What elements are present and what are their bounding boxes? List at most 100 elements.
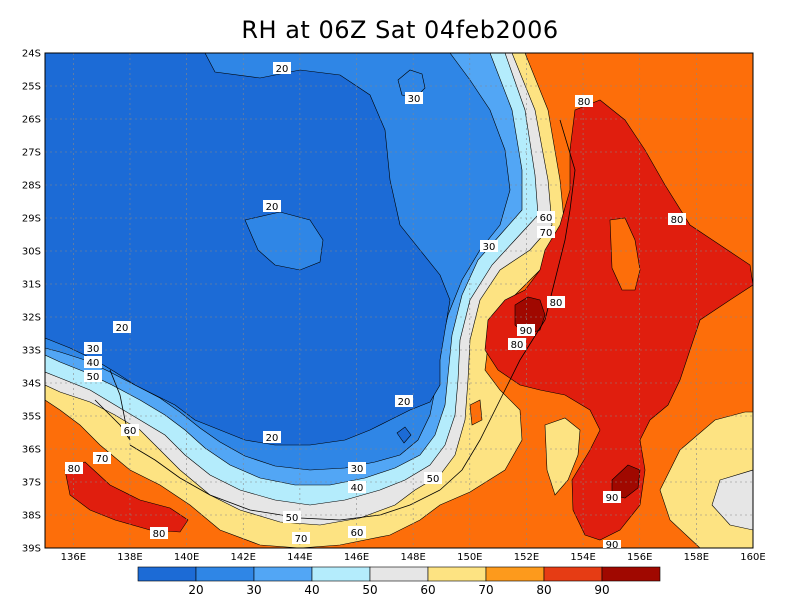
contour-label: 50 bbox=[424, 472, 442, 485]
lon-tick-label: 152E bbox=[514, 552, 539, 563]
rh-fill-80-sw bbox=[64, 461, 189, 533]
svg-text:90: 90 bbox=[606, 540, 619, 551]
colorbar-label: 80 bbox=[536, 583, 551, 597]
rh-fill-20-dot bbox=[396, 426, 412, 444]
lat-tick-label: 34S bbox=[22, 379, 41, 390]
coastline-east bbox=[439, 119, 576, 491]
lat-tick-label: 38S bbox=[22, 511, 41, 522]
svg-text:90: 90 bbox=[606, 493, 619, 504]
lon-tick-label: 144E bbox=[287, 552, 312, 563]
svg-text:20: 20 bbox=[276, 64, 289, 75]
colorbar-label: 20 bbox=[188, 583, 203, 597]
svg-text:20: 20 bbox=[398, 397, 411, 408]
colorbar-label: 70 bbox=[478, 583, 493, 597]
contour-label: 70 bbox=[93, 452, 111, 465]
lat-tick-label: 27S bbox=[22, 148, 41, 159]
svg-text:20: 20 bbox=[116, 323, 129, 334]
contour-label: 60 bbox=[537, 211, 555, 224]
lon-tick-label: 156E bbox=[627, 552, 652, 563]
colorbar-swatch bbox=[195, 566, 255, 582]
lat-tick-label: 37S bbox=[22, 478, 41, 489]
lat-tick-label: 30S bbox=[22, 247, 41, 258]
svg-text:30: 30 bbox=[408, 94, 421, 105]
contour-label: 20 bbox=[263, 200, 281, 213]
grid-layer bbox=[45, 53, 753, 548]
colorbar-label: 90 bbox=[594, 583, 609, 597]
colorbar-swatch bbox=[427, 566, 487, 582]
svg-text:80: 80 bbox=[511, 340, 524, 351]
contour-label: 70 bbox=[537, 226, 555, 239]
contour-label: 50 bbox=[283, 511, 301, 524]
contour-label: 90 bbox=[603, 540, 621, 551]
lon-tick-label: 146E bbox=[344, 552, 369, 563]
rh-fill-75-island bbox=[469, 399, 483, 426]
svg-text:20: 20 bbox=[266, 433, 279, 444]
lat-tick-label: 28S bbox=[22, 181, 41, 192]
colorbar-label: 60 bbox=[420, 583, 435, 597]
svg-text:70: 70 bbox=[96, 454, 109, 465]
contour-label: 60 bbox=[348, 526, 366, 539]
contour-label: 70 bbox=[292, 532, 310, 545]
svg-text:40: 40 bbox=[87, 358, 100, 369]
lon-tick-label: 138E bbox=[117, 552, 142, 563]
contour-label: 20 bbox=[263, 431, 281, 444]
colorbar-swatch bbox=[253, 566, 313, 582]
plot-frame bbox=[44, 52, 754, 549]
contour-label: 30 bbox=[84, 342, 102, 355]
lat-tick-label: 25S bbox=[22, 82, 41, 93]
lat-tick-label: 31S bbox=[22, 280, 41, 291]
contour-label: 20 bbox=[113, 321, 131, 334]
rh-fill-60-se bbox=[711, 469, 753, 531]
rh-fill-30-patch bbox=[244, 211, 324, 271]
coastline-south bbox=[129, 444, 441, 521]
contour-label: 30 bbox=[348, 462, 366, 475]
lon-tick-label: 160E bbox=[740, 552, 765, 563]
contour-label: 30 bbox=[480, 240, 498, 253]
colorbar-swatch bbox=[543, 566, 603, 582]
svg-text:80: 80 bbox=[68, 464, 81, 475]
svg-text:50: 50 bbox=[87, 372, 100, 383]
lat-axis: 24S 25S 26S 27S 28S 29S 30S 31S 32S 33S 34S 35S 36S 3… bbox=[22, 49, 41, 555]
lon-tick-label: 154E bbox=[570, 552, 595, 563]
contour-label: 90 bbox=[517, 324, 535, 337]
colorbar-swatch bbox=[369, 566, 429, 582]
colorbar: 20 30 40 50 60 70 80 90 bbox=[137, 566, 661, 597]
svg-text:30: 30 bbox=[483, 242, 496, 253]
map-fill-layer bbox=[45, 53, 753, 548]
svg-text:40: 40 bbox=[351, 483, 364, 494]
svg-text:50: 50 bbox=[427, 474, 440, 485]
lat-tick-label: 39S bbox=[22, 544, 41, 555]
contour-label: 90 bbox=[603, 491, 621, 504]
colorbar-label: 30 bbox=[246, 583, 261, 597]
contour-label: 60 bbox=[121, 424, 139, 437]
rh-fill-75-hole bbox=[609, 217, 641, 291]
svg-text:80: 80 bbox=[578, 97, 591, 108]
contour-label: 40 bbox=[348, 481, 366, 494]
svg-text:70: 70 bbox=[295, 534, 308, 545]
rh-fill-70-mid bbox=[544, 417, 581, 496]
rh-fill-20 bbox=[45, 53, 451, 446]
lat-tick-label: 32S bbox=[22, 313, 41, 324]
svg-text:90: 90 bbox=[520, 326, 533, 337]
colorbar-label: 50 bbox=[362, 583, 377, 597]
svg-text:60: 60 bbox=[124, 426, 137, 437]
contour-label-layer: 20 30 20 30 80 80 60 70 30 80 90 80 20 3… bbox=[65, 62, 686, 551]
contour-label: 40 bbox=[84, 356, 102, 369]
svg-text:30: 30 bbox=[351, 464, 364, 475]
svg-text:50: 50 bbox=[286, 513, 299, 524]
colorbar-swatch bbox=[485, 566, 545, 582]
contour-label: 80 bbox=[508, 338, 526, 351]
svg-text:30: 30 bbox=[87, 344, 100, 355]
contour-label: 20 bbox=[273, 62, 291, 75]
svg-text:60: 60 bbox=[540, 213, 553, 224]
contour-label: 80 bbox=[547, 296, 565, 309]
contour-label: 80 bbox=[150, 527, 168, 540]
colorbar-swatch bbox=[311, 566, 371, 582]
svg-text:70: 70 bbox=[540, 228, 553, 239]
lon-tick-label: 136E bbox=[61, 552, 86, 563]
lat-tick-label: 26S bbox=[22, 115, 41, 126]
colorbar-swatch bbox=[137, 566, 197, 582]
lon-axis: 136E 138E 140E 142E 144E 146E 148E 150E 152E 154E… bbox=[61, 552, 766, 563]
svg-text:80: 80 bbox=[671, 215, 684, 226]
